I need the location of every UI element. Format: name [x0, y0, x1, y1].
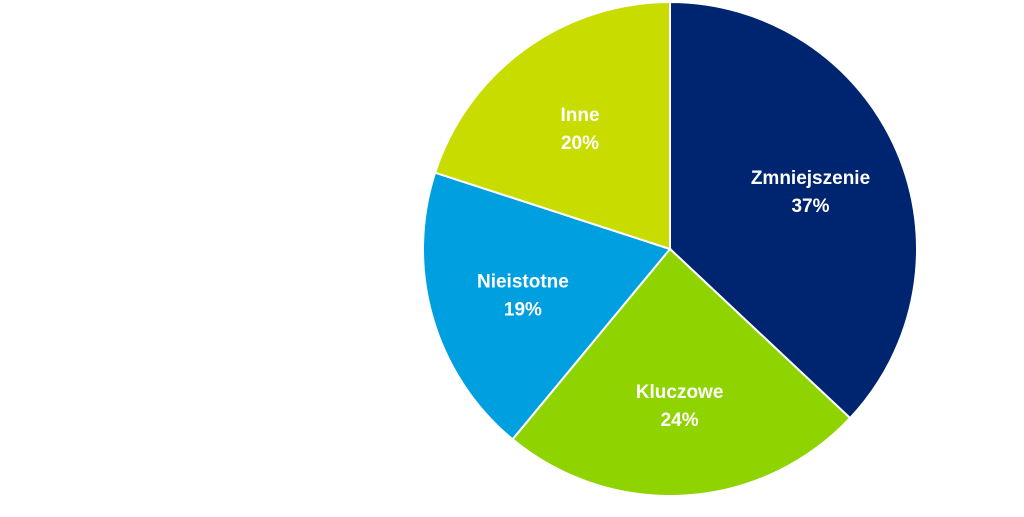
slice-value-nieistotne: 19% — [504, 300, 542, 321]
pie-labels: Zmniejszenie 37% Kluczowe 24% Nieistotne 19% I… — [477, 105, 870, 431]
slice-label-zmniejszenie: Zmniejszenie — [751, 168, 870, 189]
pie-slice-zmniejszenie — [669, 0, 918, 420]
pie-slices — [422, 0, 918, 497]
pie-slice-kluczowe — [511, 247, 852, 497]
slice-value-inne: 20% — [561, 133, 599, 154]
slice-value-zmniejszenie: 37% — [791, 196, 829, 217]
pie-slice-nieistotne — [422, 171, 672, 441]
slice-label-nieistotne: Nieistotne — [477, 272, 569, 293]
slice-value-kluczowe: 24% — [661, 410, 699, 431]
pie-slice-inne — [433, 0, 671, 251]
slice-label-inne: Inne — [560, 105, 599, 126]
slice-label-kluczowe: Kluczowe — [636, 382, 724, 403]
